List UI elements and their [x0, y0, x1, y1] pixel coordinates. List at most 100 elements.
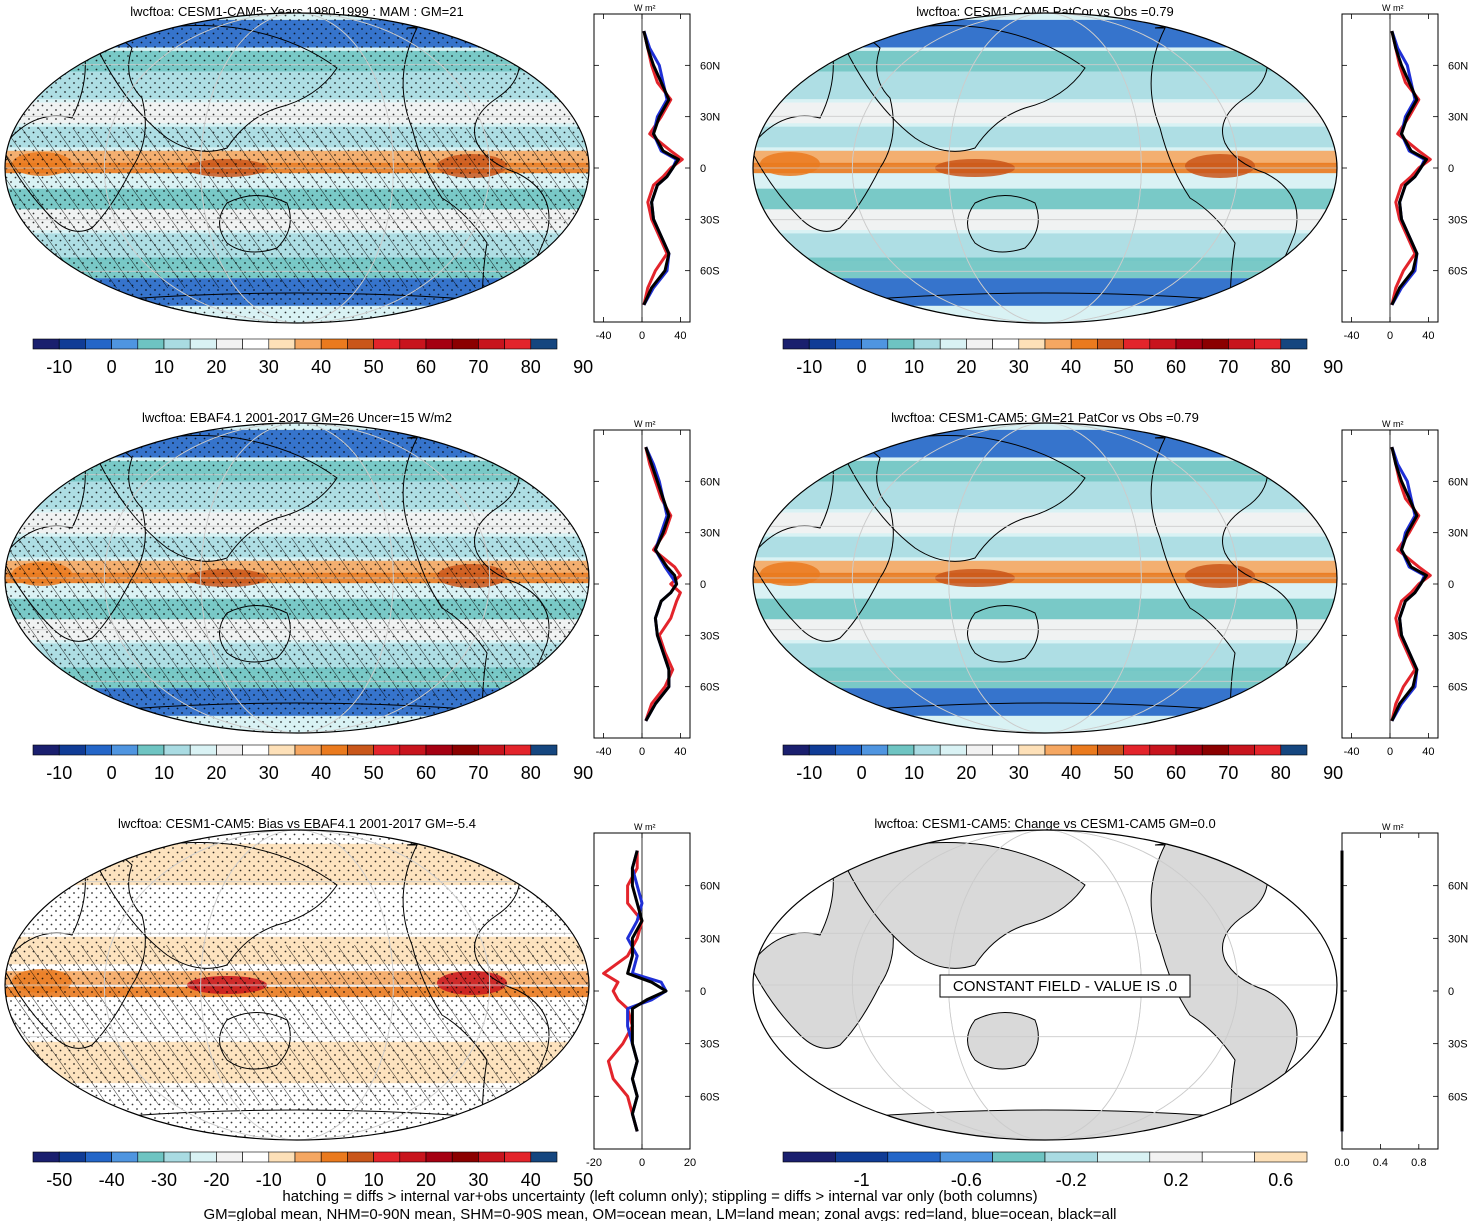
graticule-meridian	[200, 13, 394, 323]
panel-title: lwcftoa: CESM1-CAM5: GM=21 PatCor vs Obs…	[891, 410, 1199, 425]
footer-line-1: hatching = diffs > internal var+obs unce…	[282, 1188, 1037, 1205]
zonal-xtick-label: 40	[674, 330, 686, 342]
colorbar-tick-label: 20	[416, 1170, 436, 1190]
colorbar-swatch	[1201, 744, 1229, 756]
zonal-xtick-label: 0	[639, 746, 645, 758]
colorbar-tick-label: 20	[956, 763, 976, 783]
colorbar-tick-label: 90	[1323, 763, 1343, 783]
field-band	[753, 257, 1337, 279]
colorbar-tick-label: -10	[796, 357, 822, 377]
colorbar-tick-label: 50	[1114, 763, 1134, 783]
colorbar-swatch	[835, 744, 862, 756]
zonal-xtick-label: 0.8	[1411, 1157, 1426, 1169]
zonal-line-land	[602, 850, 644, 1132]
colorbar-swatch	[85, 1151, 112, 1163]
colorbar-tick-label: 30	[468, 1170, 488, 1190]
zonal-mean-plot: W m² 0.0 0.4 0.8 60N 30N 0 30S 60S	[1334, 822, 1468, 1169]
zonal-units: W m²	[1382, 3, 1404, 13]
colorbar-swatch	[268, 1151, 296, 1163]
field-band	[753, 50, 1337, 72]
panel-2: lwcftoa: CESM1-CAM5 PatCor vs Obs =0.79 -…	[752, 3, 1468, 377]
colorbar-swatch	[242, 744, 270, 756]
field-band	[753, 233, 1337, 261]
zonal-xtick-label: 0.4	[1373, 1157, 1388, 1169]
colorbar-tick-label: 30	[259, 357, 279, 377]
field-band	[753, 512, 1337, 534]
colorbar-swatch	[58, 338, 86, 350]
zonal-xtick-label: 40	[1422, 330, 1434, 342]
colorbar-swatch	[320, 1151, 348, 1163]
zonal-line-all	[642, 30, 680, 306]
colorbar-swatch	[216, 338, 243, 350]
panel-5: lwcftoa: CESM1-CAM5: Bias vs EBAF4.1 200…	[4, 816, 720, 1190]
zonal-lat-label: 60N	[1448, 60, 1468, 72]
colorbar-swatch	[782, 744, 810, 756]
zonal-frame	[1341, 832, 1439, 1150]
coastline	[753, 34, 894, 232]
zonal-line-all	[1390, 446, 1428, 722]
field-band	[753, 688, 1337, 716]
colorbar-swatch	[966, 338, 993, 350]
colorbar-swatch	[1018, 744, 1046, 756]
colorbar-swatch	[85, 744, 112, 756]
colorbar-tick-label: 10	[154, 763, 174, 783]
colorbar-tick-label: -20	[203, 1170, 229, 1190]
field-band	[753, 176, 1337, 187]
colorbar-tick-label: 10	[904, 763, 924, 783]
graticule-meridian	[851, 13, 1239, 323]
colorbar-tick-label: 90	[573, 763, 593, 783]
colorbar-swatch	[1123, 338, 1151, 350]
zonal-lat-label: 30S	[1448, 214, 1468, 226]
colorbar-swatch	[425, 338, 453, 350]
colorbar-tick-label: -10	[256, 1170, 282, 1190]
colorbar-swatch	[1070, 744, 1098, 756]
colorbar-swatch	[451, 338, 479, 350]
colorbar-swatch	[782, 338, 810, 350]
colorbar-tick-label: 0	[107, 357, 117, 377]
colorbar-swatch	[913, 744, 941, 756]
colorbar-swatch	[137, 338, 165, 350]
colorbar-swatch	[425, 744, 453, 756]
colorbar-swatch	[808, 338, 836, 350]
colorbar-swatch	[347, 744, 374, 756]
colorbar-swatch	[163, 1151, 191, 1163]
colorbar-swatch	[992, 1151, 1046, 1163]
zonal-mean-plot: W m² -40 0 40 60N 30N 0 30S 60S	[1341, 419, 1468, 758]
graticule-meridian	[103, 423, 491, 733]
colorbar-swatch	[913, 338, 941, 350]
zonal-xtick-label: 0.0	[1334, 1157, 1349, 1169]
zonal-lat-label: 60S	[1448, 1091, 1468, 1103]
colorbar-tick-label: -0.2	[1056, 1170, 1087, 1190]
zonal-lat-label: 60S	[1448, 266, 1468, 278]
zonal-lat-label: 30S	[700, 214, 720, 226]
zonal-line-land	[1390, 30, 1432, 306]
map-outline	[4, 422, 590, 734]
constant-field-label: CONSTANT FIELD - VALUE IS .0	[953, 978, 1177, 995]
coastline	[844, 842, 1086, 969]
colorbar-swatch	[163, 338, 191, 350]
colorbar-swatch	[1149, 338, 1177, 350]
colorbar-swatch	[111, 744, 139, 756]
zonal-mean-plot: W m² -20 0 20 60N 30N 0 30S 60S	[586, 822, 720, 1169]
colorbar-swatch	[85, 338, 112, 350]
colorbar-swatch	[1018, 338, 1046, 350]
colorbar-swatch	[425, 1151, 453, 1163]
field-maximum	[760, 562, 820, 586]
colorbar-tick-label: 50	[573, 1170, 593, 1190]
field-band	[753, 598, 1337, 620]
panel-4: lwcftoa: CESM1-CAM5: GM=21 PatCor vs Obs…	[752, 410, 1468, 783]
panel-title: lwcftoa: CESM1-CAM5: Years 1980-1999 : M…	[130, 4, 463, 19]
colorbar-tick-label: 0	[857, 357, 867, 377]
colorbar-swatch	[478, 744, 505, 756]
colorbar-swatch	[887, 338, 915, 350]
zonal-lat-label: 30N	[700, 933, 720, 945]
world-map	[5, 423, 589, 733]
colorbar-swatch	[1097, 744, 1124, 756]
colorbar-swatch	[1044, 744, 1072, 756]
zonal-lat-label: 0	[1448, 579, 1454, 591]
zonal-mean-plot: W m² -40 0 40 60N 30N 0 30S 60S	[593, 3, 720, 342]
colorbar-swatch	[887, 1151, 941, 1163]
zonal-units: W m²	[1382, 419, 1404, 429]
graticule-meridian	[200, 830, 394, 1140]
map-outline	[752, 12, 1338, 324]
